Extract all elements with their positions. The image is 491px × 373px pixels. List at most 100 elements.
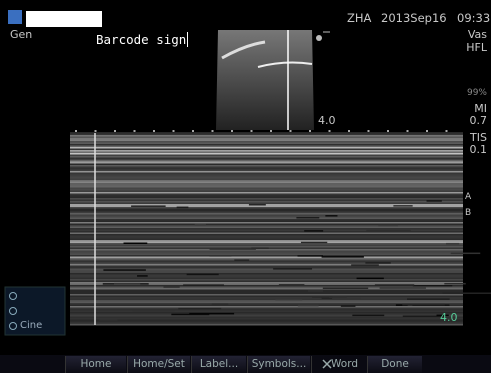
texture (114, 283, 140, 285)
texture (70, 237, 463, 239)
mmode-image (70, 130, 491, 326)
texture (348, 130, 350, 132)
texture (70, 147, 463, 149)
texture (322, 256, 364, 258)
texture (279, 284, 305, 286)
label-button[interactable]: Label... (191, 356, 246, 373)
texture (426, 130, 428, 132)
texture (402, 304, 445, 306)
texture (70, 203, 463, 205)
texture (210, 248, 256, 250)
symbols-button[interactable]: Symbols... (247, 356, 310, 373)
texture (183, 284, 224, 286)
texture (70, 171, 463, 173)
probe: HFL (466, 41, 487, 54)
texture (70, 173, 463, 175)
texture (70, 200, 463, 202)
ultrasound-screen: Gen Barcode sign ZHA 2013Sep16 09:33 Vas… (0, 0, 491, 373)
texture (70, 134, 463, 136)
texture (70, 263, 463, 265)
texture (103, 269, 145, 271)
texture (173, 130, 175, 132)
texture (70, 293, 463, 295)
texture (70, 213, 463, 215)
texture (131, 205, 166, 207)
texture (70, 192, 463, 194)
texture (70, 314, 463, 316)
texture (413, 285, 453, 287)
texture (70, 143, 463, 145)
texture (393, 205, 412, 207)
texture (70, 291, 463, 293)
texture (70, 168, 463, 170)
texture (70, 272, 463, 274)
a-label: A (465, 192, 471, 202)
home-set-button[interactable]: Home/Set (127, 356, 190, 373)
texture (70, 198, 463, 200)
texture (387, 130, 389, 132)
texture (70, 189, 463, 191)
texture (323, 287, 368, 289)
texture (341, 305, 356, 307)
texture (332, 297, 346, 299)
texture (70, 210, 463, 212)
done-button[interactable]: Done (367, 356, 422, 373)
texture (70, 132, 463, 134)
patient-box (26, 11, 102, 27)
texture (70, 294, 463, 296)
texture (70, 158, 463, 160)
word-button[interactable]: Word (311, 356, 365, 373)
texture (209, 255, 231, 256)
battery: 99% (467, 88, 487, 98)
texture (114, 130, 116, 132)
texture (70, 252, 463, 254)
texture (70, 146, 463, 148)
texture (378, 225, 398, 227)
texture (366, 230, 410, 232)
texture (70, 309, 463, 311)
texture (137, 275, 148, 277)
texture (70, 164, 463, 166)
texture (70, 170, 463, 172)
texture (297, 255, 322, 256)
texture (70, 182, 463, 184)
mi-value: 0.7 (470, 114, 488, 127)
texture (70, 302, 463, 304)
texture (153, 130, 155, 132)
texture (407, 130, 409, 132)
texture (251, 130, 253, 132)
texture (70, 149, 463, 151)
texture (70, 218, 463, 220)
texture (70, 179, 463, 181)
texture (132, 310, 174, 312)
texture (70, 195, 463, 197)
annotation: Barcode sign (96, 32, 188, 47)
texture (70, 176, 463, 178)
texture (70, 254, 463, 256)
texture (70, 281, 463, 283)
texture (368, 130, 370, 132)
home-button[interactable]: Home (65, 356, 126, 373)
texture (70, 167, 463, 169)
texture (70, 215, 463, 217)
texture (301, 242, 327, 244)
texture (351, 264, 379, 266)
texture (70, 219, 463, 221)
texture (70, 188, 463, 190)
bmode-image (216, 30, 314, 130)
texture (325, 215, 337, 217)
texture (70, 225, 463, 227)
texture (70, 278, 463, 280)
texture (70, 311, 463, 313)
texture (70, 296, 463, 298)
texture (187, 274, 219, 276)
texture (70, 174, 463, 176)
texture (332, 298, 361, 300)
texture (70, 261, 463, 263)
texture (70, 246, 463, 248)
texture (70, 267, 463, 269)
texture (304, 230, 323, 232)
texture (70, 194, 463, 196)
texture (70, 183, 463, 185)
texture (163, 286, 179, 288)
